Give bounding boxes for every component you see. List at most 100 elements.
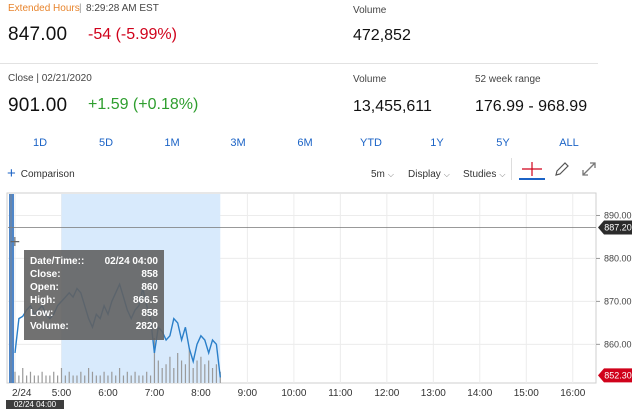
volume-bar xyxy=(41,371,43,383)
volume-bar xyxy=(169,356,171,383)
tab-3m[interactable]: 3M xyxy=(230,137,246,149)
volume-bar xyxy=(68,371,70,383)
x-tick-label: 12:00 xyxy=(374,388,399,399)
volume-bar xyxy=(122,375,125,383)
x-axis: 2/24 5:00 6:00 7:00 8:00 9:00 10:00 11:00 12:00 1… xyxy=(12,388,586,399)
volume-bar xyxy=(130,375,132,383)
volume-bar xyxy=(138,375,140,383)
selection-bar xyxy=(9,194,14,383)
plus-icon: + xyxy=(7,165,16,182)
interval-label: 5m xyxy=(371,169,385,180)
volume-bar xyxy=(208,360,210,383)
volume-bar xyxy=(72,375,74,383)
volume-bar xyxy=(33,375,35,383)
extended-change: -54 (-5.99%) xyxy=(88,26,177,43)
studies-label: Studies xyxy=(463,169,497,180)
volume-bar xyxy=(29,371,32,383)
volume-bar xyxy=(103,371,105,383)
tab-6m[interactable]: 6M xyxy=(297,137,313,149)
extended-volume-label: Volume xyxy=(353,5,387,16)
close-change: +1.59 (+0.18%) xyxy=(88,96,199,113)
volume-bar xyxy=(196,360,198,383)
tab-1y[interactable]: 1Y xyxy=(430,137,444,149)
chevron-down-icon: ⌵ xyxy=(499,169,506,179)
volume-bar xyxy=(99,375,101,383)
volume-bar xyxy=(177,353,179,383)
tab-ytd[interactable]: YTD xyxy=(360,137,382,149)
separator: | xyxy=(79,3,82,14)
tab-5y[interactable]: 5Y xyxy=(496,137,510,149)
x-tick-label: 8:00 xyxy=(191,388,211,399)
y-tick-label: 890.00 xyxy=(604,210,632,220)
x-tick-label: 2/24 xyxy=(12,388,32,399)
extended-hours-label: Extended Hours xyxy=(8,3,80,14)
tooltip-datetime-label: Date/Time:: xyxy=(30,256,85,267)
crosshair-tool-button[interactable] xyxy=(519,160,545,180)
y-tick-label: 880.00 xyxy=(604,253,632,263)
studies-dropdown[interactable]: Studies ⌵ xyxy=(463,169,505,180)
volume-bar xyxy=(26,375,28,383)
tooltip-high-label: High: xyxy=(30,295,56,306)
display-label: Display xyxy=(408,169,441,180)
last-price-tag: 852.30 xyxy=(604,370,632,380)
week-range: 176.99 - 968.99 xyxy=(475,98,588,115)
last-price-tag-bg xyxy=(598,368,632,383)
x-tick-label: 10:00 xyxy=(281,388,306,399)
display-dropdown[interactable]: Display ⌵ xyxy=(408,169,450,180)
expand-button[interactable] xyxy=(580,160,598,178)
volume-bar xyxy=(14,371,16,383)
price-tags: 887.20 852.30 xyxy=(598,220,632,383)
y-axis: 890.00 880.00 870.00 860.00 xyxy=(596,210,632,349)
tab-all[interactable]: ALL xyxy=(559,137,579,149)
tooltip-low: 858 xyxy=(141,308,158,319)
close-volume: 13,455,611 xyxy=(353,98,432,115)
volume-bar xyxy=(134,371,136,383)
volume-bar xyxy=(146,371,148,383)
y-tick-label: 870.00 xyxy=(604,296,632,306)
tooltip-open-label: Open: xyxy=(30,282,59,293)
x-tick-label: 5:00 xyxy=(52,388,72,399)
volume-bar xyxy=(107,375,109,383)
volume-bar xyxy=(53,371,55,383)
volume-bar xyxy=(157,360,159,383)
chevron-down-icon: ⌵ xyxy=(443,169,450,179)
expand-icon xyxy=(582,162,596,176)
close-price: 901.00 xyxy=(8,95,68,116)
data-tooltip: Date/Time:: 02/24 04:00 Close: 858 Open: 86… xyxy=(24,250,164,340)
volume-bar xyxy=(153,338,156,383)
current-price-tag: 887.20 xyxy=(604,223,632,233)
tab-1d[interactable]: 1D xyxy=(32,137,48,149)
x-tick-label: 6:00 xyxy=(98,388,118,399)
crosshair-icon: + xyxy=(9,234,21,250)
volume-bar xyxy=(115,375,117,383)
volume-bar xyxy=(111,371,113,383)
volume-bar xyxy=(60,368,63,383)
tab-1m[interactable]: 1M xyxy=(164,137,180,149)
tooltip-open: 860 xyxy=(141,282,158,293)
plot-frame xyxy=(6,192,597,384)
volume-bar xyxy=(173,368,175,383)
tooltip-datetime: 02/24 04:00 xyxy=(104,256,158,267)
volume-bar xyxy=(204,364,206,383)
volume-bar xyxy=(165,364,167,383)
divider xyxy=(0,63,598,64)
volume-bar xyxy=(37,375,39,383)
volume-bar xyxy=(49,375,51,383)
extended-price: 847.00 xyxy=(8,24,68,45)
volume-bar xyxy=(95,375,97,383)
interval-dropdown[interactable]: 5m ⌵ xyxy=(371,169,394,180)
tab-5d[interactable]: 5D xyxy=(98,137,114,149)
volume-bar xyxy=(87,368,90,383)
volume-bar xyxy=(211,368,214,383)
extended-hours-time: 8:29:28 AM EST xyxy=(86,3,159,14)
comparison-button[interactable]: + Comparison xyxy=(7,165,75,182)
draw-tool-button[interactable] xyxy=(553,160,571,178)
volume-bar xyxy=(149,375,152,383)
chevron-down-icon: ⌵ xyxy=(387,169,394,179)
week-range-label: 52 week range xyxy=(475,74,541,85)
volume-bar xyxy=(192,368,194,383)
x-tick-label: 16:00 xyxy=(560,388,585,399)
crosshair-icon xyxy=(519,162,545,180)
volume-bar xyxy=(80,371,82,383)
comparison-label: Comparison xyxy=(20,168,75,180)
